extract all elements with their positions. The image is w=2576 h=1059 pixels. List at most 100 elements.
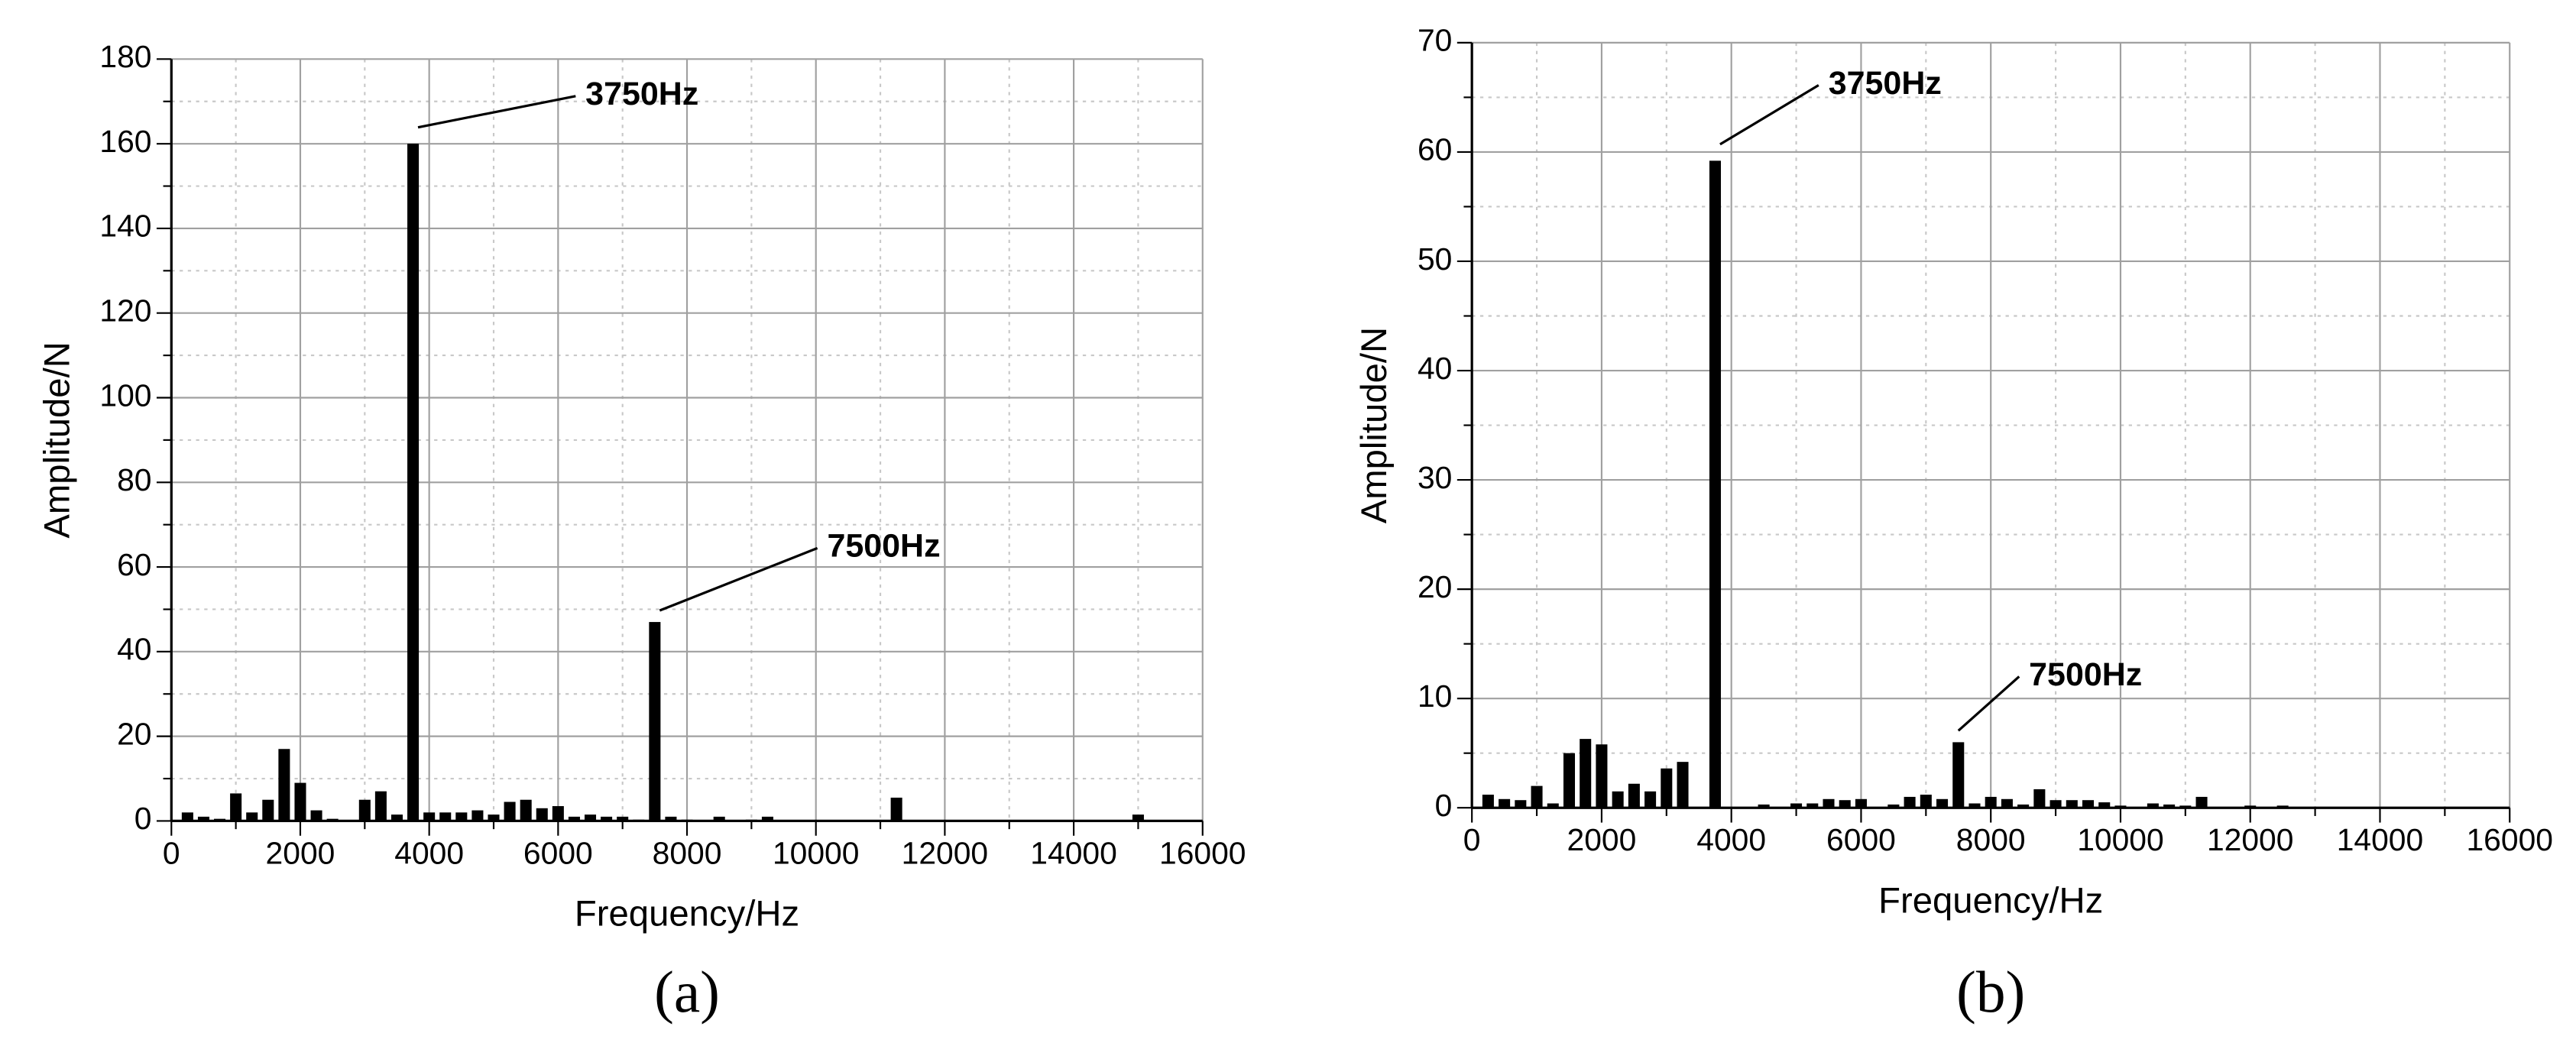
bar: [1952, 742, 1965, 808]
bar: [536, 808, 548, 821]
y-tick-label: 80: [117, 462, 151, 497]
x-tick-label: 10000: [2077, 822, 2163, 857]
bar: [1596, 744, 1608, 808]
bar: [2147, 803, 2159, 808]
bar: [2033, 789, 2046, 808]
bar: [1920, 795, 1932, 808]
y-tick-label: 30: [1418, 460, 1452, 495]
bar: [504, 802, 516, 821]
bar: [455, 812, 468, 821]
bar: [423, 812, 436, 821]
bar: [1563, 753, 1576, 808]
bar: [471, 810, 484, 821]
bar: [358, 799, 371, 821]
y-tick-label: 70: [1418, 23, 1452, 58]
bar: [1790, 803, 1803, 808]
chart: 0 2000 4000 6000 8000 10000 12000 14000 16000 0 10…: [1354, 23, 2553, 1025]
bar: [2114, 805, 2127, 808]
bar: [713, 816, 725, 821]
bar: [1758, 804, 1770, 808]
bar: [617, 816, 629, 821]
bar: [649, 622, 661, 821]
bar: [1968, 803, 1981, 808]
y-tick-label: 0: [1435, 788, 1453, 823]
bar: [407, 144, 420, 821]
bar: [552, 806, 564, 821]
x-tick-label: 12000: [902, 835, 989, 870]
x-tick-label: 8000: [1956, 822, 2026, 857]
bar: [294, 782, 306, 821]
x-tick-label: 16000: [2466, 822, 2552, 857]
bar: [633, 819, 645, 821]
bar: [1839, 800, 1851, 808]
bar: [2066, 800, 2078, 808]
bar: [890, 797, 902, 821]
annotation-leader: [1957, 675, 2020, 732]
bar: [745, 819, 757, 821]
bar: [601, 816, 613, 821]
x-tick-label: 0: [163, 835, 180, 870]
bar: [1499, 798, 1511, 808]
bar: [1936, 798, 1949, 808]
annotation-leader: [659, 546, 818, 612]
bar: [2017, 804, 2030, 808]
bar: [1580, 739, 1592, 808]
bar: [246, 812, 258, 821]
bar: [1628, 783, 1640, 808]
x-tick-label: 6000: [523, 835, 593, 870]
annotation-leader: [417, 95, 576, 129]
bar: [2082, 800, 2095, 808]
annotation-leader: [1719, 84, 1819, 146]
x-tick-label: 14000: [2337, 822, 2424, 857]
x-tick-label: 14000: [1030, 835, 1117, 870]
bar: [2001, 798, 2013, 808]
bar: [1855, 798, 1867, 808]
chart: 0 2000 4000 6000 8000 10000 12000 14000 16000 0 20…: [37, 39, 1246, 1025]
bar: [1823, 798, 1835, 808]
bar: [488, 814, 500, 821]
x-tick-label: 6000: [1826, 822, 1896, 857]
x-tick-label: 2000: [1567, 822, 1637, 857]
bar: [520, 799, 532, 821]
bar: [1132, 814, 1144, 821]
bar: [197, 816, 209, 821]
y-tick-label: 40: [1418, 351, 1452, 386]
x-tick-label: 12000: [2207, 822, 2294, 857]
bar: [584, 814, 597, 821]
bar: [310, 810, 322, 821]
y-tick-label: 20: [1418, 569, 1452, 604]
y-axis-title: Amplitude/N: [1354, 327, 1395, 523]
bar: [1661, 768, 1673, 808]
bar: [681, 819, 693, 821]
y-tick-label: 60: [1418, 132, 1452, 167]
panel-label: (b): [1956, 959, 2025, 1025]
annotation: 7500Hz: [827, 528, 940, 565]
bar: [390, 814, 403, 821]
y-tick-label: 100: [99, 377, 151, 413]
y-tick-label: 120: [99, 293, 151, 328]
x-axis-title: Frequency/Hz: [575, 894, 799, 934]
y-tick-label: 10: [1418, 678, 1452, 714]
bar: [181, 812, 193, 821]
bar: [278, 749, 290, 821]
y-tick-label: 160: [99, 124, 151, 159]
x-tick-label: 16000: [1159, 835, 1246, 870]
x-tick-label: 10000: [773, 835, 859, 870]
bar: [1612, 791, 1624, 808]
bar: [1806, 803, 1819, 808]
y-tick-label: 20: [117, 716, 151, 751]
bar: [1887, 804, 1900, 808]
x-tick-label: 8000: [653, 835, 722, 870]
bar: [1985, 796, 1997, 808]
bar: [568, 816, 580, 821]
bar: [1709, 160, 1721, 808]
bar: [2163, 804, 2176, 808]
bar: [262, 799, 274, 821]
annotation: 7500Hz: [2029, 656, 2142, 693]
y-tick-label: 180: [99, 39, 151, 74]
bar: [665, 816, 677, 821]
bar: [1644, 791, 1657, 808]
x-tick-label: 0: [1463, 822, 1481, 857]
bar: [2276, 805, 2289, 808]
bar: [326, 818, 339, 821]
